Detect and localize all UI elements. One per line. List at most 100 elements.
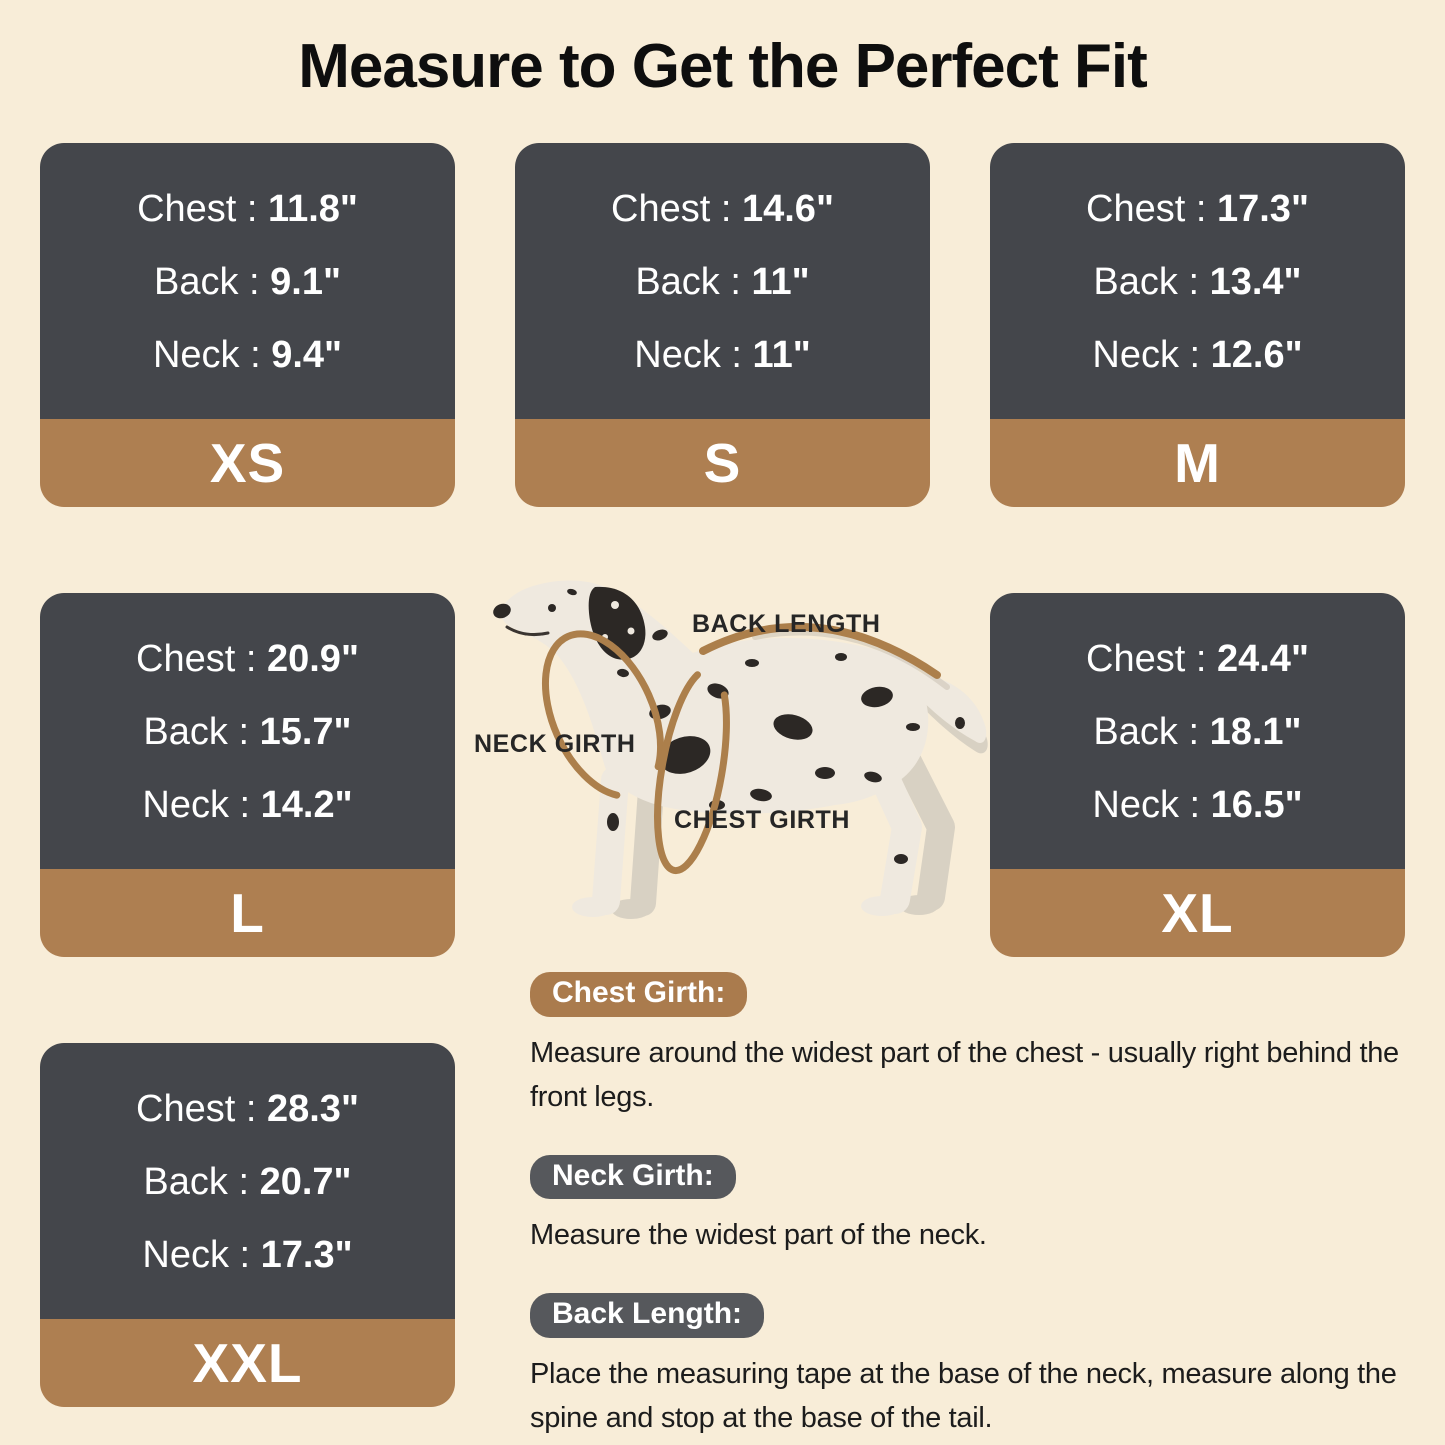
measure-separator: : bbox=[227, 711, 260, 753]
back-length-description: Place the measuring tape at the base of … bbox=[530, 1357, 1397, 1434]
back-measurement: Back : 13.4" bbox=[990, 263, 1405, 301]
measure-label: Back bbox=[153, 261, 239, 303]
back-measurement: Back : 20.7" bbox=[40, 1163, 455, 1201]
chest-measurement: Chest : 17.3" bbox=[990, 190, 1405, 228]
measure-separator: : bbox=[1177, 261, 1210, 303]
measure-separator: : bbox=[710, 188, 742, 230]
measure-value: 15.7" bbox=[259, 711, 352, 753]
chest-girth-label: CHEST GIRTH bbox=[674, 806, 851, 834]
size-card-xl-measurements: Chest : 24.4" Back : 18.1" Neck : 16.5" bbox=[990, 593, 1405, 869]
size-card-xxl: Chest : 28.3" Back : 20.7" Neck : 17.3" … bbox=[40, 1043, 455, 1407]
page-title: Measure to Get the Perfect Fit bbox=[298, 32, 1148, 101]
chest-measurement: Chest : 24.4" bbox=[990, 640, 1405, 678]
measure-value: 11" bbox=[752, 334, 811, 376]
size-badge-l: L bbox=[40, 869, 455, 957]
size-badge-m: M bbox=[990, 419, 1405, 507]
measuring-instructions: Chest Girth: Measure around the widest p… bbox=[530, 972, 1442, 1440]
size-badge-xl: XL bbox=[990, 869, 1405, 957]
dog-nose bbox=[493, 603, 511, 619]
size-badge-xs: XS bbox=[40, 419, 455, 507]
size-letter: L bbox=[230, 882, 265, 944]
size-letter: XL bbox=[1161, 882, 1234, 944]
measure-label: Neck bbox=[1092, 334, 1179, 376]
measure-separator: : bbox=[228, 1234, 261, 1276]
measure-separator: : bbox=[1177, 711, 1210, 753]
measure-separator: : bbox=[238, 261, 271, 303]
measure-label: Back bbox=[635, 261, 720, 303]
size-card-xxl-measurements: Chest : 28.3" Back : 20.7" Neck : 17.3" bbox=[40, 1043, 455, 1319]
chest-measurement: Chest : 20.9" bbox=[40, 640, 455, 678]
measure-label: Back bbox=[1093, 261, 1178, 303]
back-measurement: Back : 15.7" bbox=[40, 713, 455, 751]
measure-label: Neck bbox=[142, 1234, 229, 1276]
measure-label: Neck bbox=[1092, 784, 1179, 826]
size-letter: M bbox=[1174, 432, 1221, 494]
measure-label: Back bbox=[143, 711, 228, 753]
size-card-xl: Chest : 24.4" Back : 18.1" Neck : 16.5" … bbox=[990, 593, 1405, 957]
neck-measurement: Neck : 16.5" bbox=[990, 786, 1405, 824]
measure-value: 18.1" bbox=[1209, 711, 1302, 753]
measure-value: 16.5" bbox=[1210, 784, 1303, 826]
measure-value: 9.4" bbox=[271, 334, 343, 376]
back-measurement: Back : 18.1" bbox=[990, 713, 1405, 751]
dog-far-front-leg bbox=[630, 777, 664, 916]
dog-far-hind-leg bbox=[893, 746, 955, 911]
back-length-arc bbox=[699, 622, 941, 679]
size-card-l: Chest : 20.9" Back : 15.7" Neck : 14.2" … bbox=[40, 593, 455, 957]
measure-separator: : bbox=[239, 334, 272, 376]
dog-front-leg bbox=[592, 766, 629, 915]
neck-girth-description: Measure the widest part of the neck. bbox=[530, 1219, 987, 1252]
measure-value: 20.9" bbox=[266, 638, 359, 680]
dog-far-front-paw bbox=[611, 899, 651, 919]
size-card-s: Chest : 14.6" Back : 11" Neck : 11" S bbox=[515, 143, 930, 507]
size-letter: XXL bbox=[192, 1332, 303, 1394]
size-letter: XS bbox=[209, 432, 286, 494]
chest-girth-description: Measure around the widest part of the ch… bbox=[530, 1036, 1399, 1113]
size-letter: S bbox=[703, 432, 742, 494]
dog-tail bbox=[905, 671, 987, 744]
size-card-m-measurements: Chest : 17.3" Back : 13.4" Neck : 12.6" bbox=[990, 143, 1405, 419]
back-length-heading: Back Length: bbox=[530, 1293, 765, 1338]
measure-label: Back bbox=[143, 1161, 228, 1203]
neck-girth-heading: Neck Girth: bbox=[530, 1154, 736, 1200]
dog-front-paw bbox=[572, 897, 614, 917]
measure-value: 11" bbox=[751, 261, 810, 303]
measure-label: Chest bbox=[1086, 638, 1186, 680]
measure-label: Chest bbox=[136, 1088, 236, 1130]
measure-separator: : bbox=[720, 334, 753, 376]
chest-measurement: Chest : 11.8" bbox=[40, 190, 455, 228]
dog-figure bbox=[493, 580, 988, 919]
measure-label: Chest bbox=[136, 638, 236, 680]
dog-hind-paw bbox=[861, 896, 903, 916]
measure-separator: : bbox=[1178, 334, 1211, 376]
dog-illustration bbox=[493, 580, 988, 919]
neck-girth-section: Neck Girth: Measure the widest part of t… bbox=[530, 1154, 1442, 1258]
measure-value: 24.4" bbox=[1216, 638, 1309, 680]
size-card-m: Chest : 17.3" Back : 13.4" Neck : 12.6" … bbox=[990, 143, 1405, 507]
dog-mouth bbox=[505, 625, 550, 636]
neck-measurement: Neck : 14.2" bbox=[40, 786, 455, 824]
neck-measurement: Neck : 12.6" bbox=[990, 336, 1405, 374]
neck-girth-arc bbox=[541, 630, 665, 800]
back-measurement: Back : 11" bbox=[515, 263, 930, 301]
measure-label: Back bbox=[1093, 711, 1178, 753]
chest-measurement: Chest : 28.3" bbox=[40, 1090, 455, 1128]
size-card-xs-measurements: Chest : 11.8" Back : 9.1" Neck : 9.4" bbox=[40, 143, 455, 419]
neck-girth-label: NECK GIRTH bbox=[474, 730, 636, 758]
measure-label: Neck bbox=[152, 334, 240, 376]
measure-label: Neck bbox=[142, 784, 229, 826]
measure-separator: : bbox=[235, 1088, 267, 1130]
back-measurement: Back : 9.1" bbox=[40, 263, 455, 301]
measure-separator: : bbox=[235, 638, 267, 680]
dog-eye bbox=[548, 604, 556, 612]
measure-value: 14.6" bbox=[741, 188, 834, 230]
neck-measurement: Neck : 9.4" bbox=[40, 336, 455, 374]
measure-value: 20.7" bbox=[259, 1161, 352, 1203]
measure-value: 9.1" bbox=[270, 261, 341, 303]
measure-value: 12.6" bbox=[1210, 334, 1303, 376]
neck-measurement: Neck : 11" bbox=[515, 336, 930, 374]
measure-value: 14.2" bbox=[260, 784, 353, 826]
measure-label: Chest bbox=[611, 188, 711, 230]
chest-girth-arc bbox=[654, 665, 730, 875]
chest-girth-heading: Chest Girth: bbox=[530, 972, 748, 1017]
